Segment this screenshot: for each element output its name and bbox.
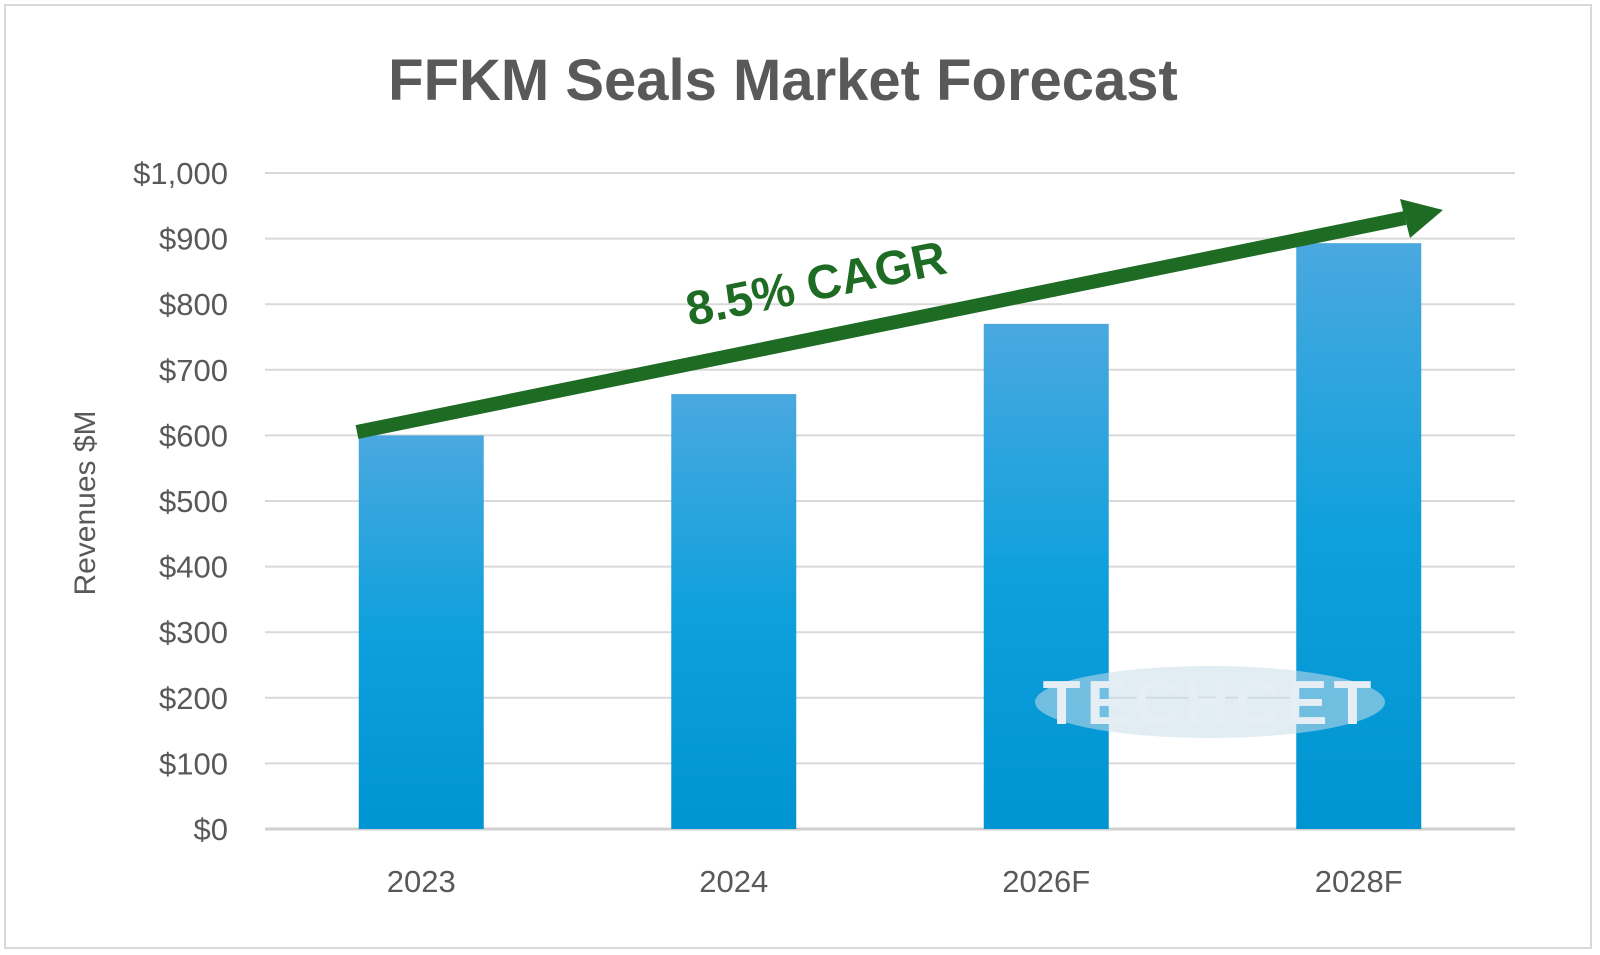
x-tick-label: 2028F <box>1315 864 1403 899</box>
techcet-watermark: TECHCET <box>1035 666 1385 738</box>
watermark-text: TECHCET <box>1043 669 1378 738</box>
y-tick-label: $100 <box>159 746 228 781</box>
cagr-arrow <box>355 199 1443 439</box>
x-tick-label: 2023 <box>387 864 456 899</box>
cagr-arrow-line <box>355 211 1407 439</box>
bar-2028F <box>1296 243 1422 829</box>
y-tick-label: $900 <box>159 222 228 257</box>
bar-2024 <box>671 394 797 829</box>
y-tick-label: $800 <box>159 287 228 322</box>
chart-title: FFKM Seals Market Forecast <box>388 48 1178 113</box>
y-axis-label: Revenues $M <box>69 410 102 595</box>
y-tick-label: $200 <box>159 681 228 716</box>
y-tick-label: $400 <box>159 550 228 585</box>
y-tick-label: $600 <box>159 418 228 453</box>
y-tick-label: $700 <box>159 353 228 388</box>
y-tick-label: $500 <box>159 484 228 519</box>
y-tick-label: $300 <box>159 615 228 650</box>
arrow-head-icon <box>1400 199 1443 238</box>
x-tick-label: 2026F <box>1002 864 1090 899</box>
bar-2023 <box>358 435 484 829</box>
x-tick-label: 2024 <box>699 864 768 899</box>
y-tick-label: $0 <box>194 812 228 847</box>
y-tick-label: $1,000 <box>133 156 228 191</box>
bar-2026F <box>983 323 1109 829</box>
chart-frame <box>4 4 1592 949</box>
